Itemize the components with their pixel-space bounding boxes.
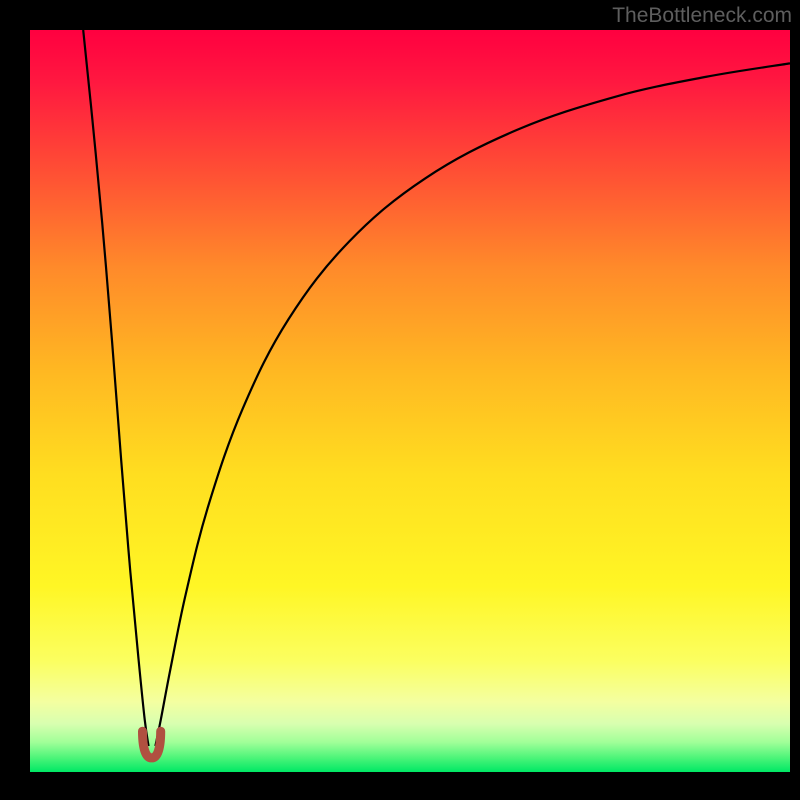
plot-background xyxy=(30,30,790,772)
bottleneck-chart xyxy=(0,0,800,800)
watermark-text: TheBottleneck.com xyxy=(612,4,792,28)
chart-frame: TheBottleneck.com xyxy=(0,0,800,800)
